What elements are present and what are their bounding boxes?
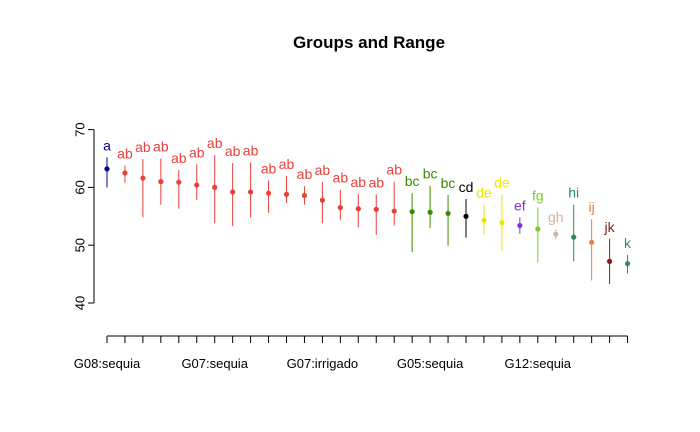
group-letter: ab — [243, 143, 259, 159]
group-letter: ab — [297, 166, 313, 182]
x-tick-label: G05:sequia — [397, 356, 464, 371]
group-letter: bc — [405, 173, 420, 189]
group-letter: ab — [153, 139, 169, 155]
group-letter: ab — [315, 162, 331, 178]
mean-point — [427, 209, 433, 215]
mean-point — [140, 175, 146, 181]
group-letter: bc — [423, 166, 438, 182]
mean-point — [104, 166, 110, 172]
group-letter: hi — [568, 185, 579, 201]
mean-point — [194, 182, 200, 188]
x-tick-label: G07:sequia — [181, 356, 248, 371]
mean-point — [319, 197, 325, 203]
x-axis: G08:sequia G07:sequia G07:irrigado G05:sequ… — [74, 335, 629, 371]
group-letter: cd — [459, 179, 474, 195]
mean-point — [176, 179, 182, 185]
mean-point — [248, 189, 254, 195]
mean-point — [607, 258, 613, 264]
mean-point — [445, 210, 451, 217]
group-letter: ab — [261, 160, 277, 176]
mean-point — [535, 226, 541, 232]
y-tick-label: 40 — [72, 296, 87, 310]
group-letter: a — [103, 137, 111, 153]
group-letter: ef — [514, 197, 526, 213]
group-letter: ab — [189, 144, 205, 160]
group-letter: ab — [171, 150, 187, 166]
y-tick-label: 60 — [72, 180, 87, 194]
mean-point — [158, 179, 164, 185]
group-letter: ab — [207, 135, 223, 151]
group-letter: gh — [548, 209, 564, 225]
group-letter: ab — [225, 143, 241, 159]
mean-point — [230, 189, 236, 195]
group-letter: ab — [386, 162, 402, 178]
mean-point — [355, 206, 361, 212]
group-letter: ab — [279, 156, 295, 172]
group-letter: k — [624, 235, 632, 251]
chart-title: Groups and Range — [293, 33, 445, 52]
mean-point — [463, 213, 469, 219]
group-letter: ab — [333, 170, 349, 186]
mean-point — [265, 190, 272, 196]
group-letter: ab — [117, 145, 133, 161]
mean-point — [301, 192, 308, 199]
group-letter: de — [494, 174, 510, 190]
group-letter: fg — [532, 188, 544, 204]
group-letter: ab — [368, 174, 384, 190]
mean-point — [481, 217, 487, 223]
mean-point — [553, 231, 559, 237]
mean-point — [499, 220, 505, 226]
y-axis: 40 50 60 70 — [72, 122, 95, 310]
mean-point — [391, 208, 397, 214]
mean-point — [589, 239, 595, 245]
x-tick-label: G08:sequia — [74, 356, 141, 371]
x-tick-label: G07:irrigado — [287, 356, 359, 371]
group-letter: ab — [135, 139, 151, 155]
group-letter: de — [476, 185, 492, 201]
mean-point — [409, 209, 415, 215]
mean-point — [517, 222, 523, 229]
x-tick-label: G12:sequia — [505, 356, 572, 371]
mean-point — [571, 234, 577, 240]
group-letter: ab — [351, 174, 367, 190]
mean-point — [122, 170, 128, 176]
mean-point — [283, 191, 290, 197]
y-tick-label: 70 — [72, 122, 87, 136]
mean-point — [373, 206, 379, 212]
group-letter: ij — [589, 199, 595, 215]
mean-point — [624, 261, 631, 267]
mean-point — [337, 205, 343, 211]
group-letter: bc — [441, 175, 456, 191]
group-letter: jk — [604, 219, 616, 235]
y-tick-label: 50 — [72, 238, 87, 252]
mean-point — [212, 184, 218, 190]
